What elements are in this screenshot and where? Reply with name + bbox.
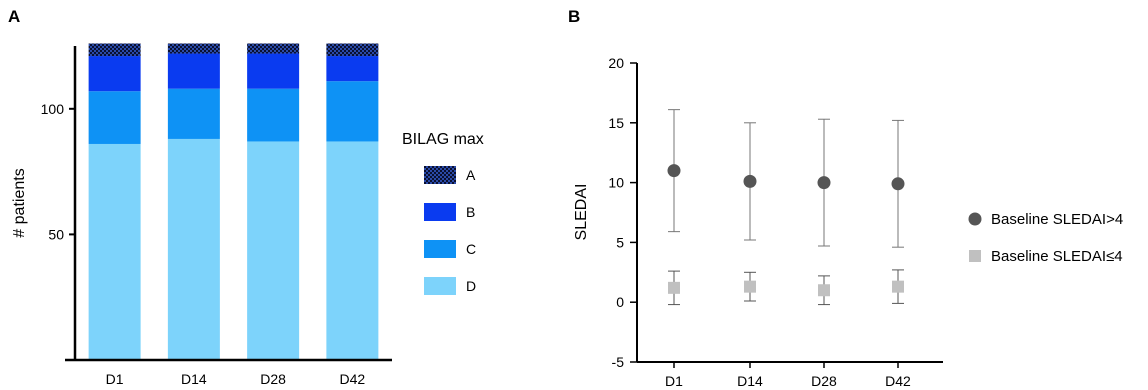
panel-b-y-ticks: -5 0 5 10 15 20 [608,55,637,370]
point-D42-baseline-gt4 [891,177,905,191]
point-D1-baseline-le4 [668,281,680,294]
panel-b-y-axis-title: SLEDAI [573,184,590,241]
bar-D42-C [326,81,379,142]
bar-D1-A [88,43,141,57]
bar-D1-B [88,56,141,92]
legend-swatch-B [424,203,456,221]
panel-a-y-axis-title: # patients [11,168,28,237]
y-tick-label-100: 100 [41,101,65,117]
legend-label-C: C [466,241,476,257]
point-D1-baseline-gt4 [667,164,681,178]
point-D28-baseline-le4 [818,284,830,297]
legend-marker-baseline-gt4 [968,212,982,226]
legend-label-baseline-gt4: Baseline SLEDAI>4 [991,211,1123,228]
panel-a-bars [88,43,379,360]
bar-D42-A [326,43,379,57]
y-tick-label--5: -5 [612,354,625,370]
point-D14-baseline-le4 [744,280,756,293]
x-tick-label-D28: D28 [811,373,837,389]
x-tick-label-D14: D14 [181,371,207,387]
legend-swatch-A [424,166,456,184]
panel-b-legend: Baseline SLEDAI>4 Baseline SLEDAI≤4 [968,211,1123,265]
bar-D42-D [326,141,379,360]
legend-swatch-D [424,277,456,295]
legend-swatch-C [424,240,456,258]
point-D28-baseline-gt4 [817,176,831,190]
panel-b-points [667,109,905,306]
panel-b-x-ticks: D1 D14 D28 D42 [665,362,911,389]
y-tick-label-5: 5 [616,234,624,250]
legend-label-baseline-le4: Baseline SLEDAI≤4 [991,248,1123,265]
legend-label-D: D [466,278,476,294]
bar-D28-A [247,43,300,54]
panel-a-letter: A [8,7,20,26]
bar-D14-A [167,43,220,54]
bar-D42-B [326,56,379,82]
bar-D14-C [167,88,220,139]
x-tick-label-D42: D42 [340,371,366,387]
point-D42-baseline-le4 [892,280,904,293]
bar-D1-D [88,143,141,360]
x-tick-label-D14: D14 [737,373,763,389]
legend-marker-baseline-le4 [969,250,981,262]
x-tick-label-D1: D1 [106,371,124,387]
legend-label-B: B [466,204,475,220]
y-tick-label-10: 10 [608,175,624,191]
panel-a-y-ticks: 50 100 [41,101,75,242]
legend-label-A: A [466,167,476,183]
x-tick-label-D28: D28 [260,371,286,387]
y-tick-label-0: 0 [616,294,624,310]
panel-a-legend-title: BILAG max [402,131,484,148]
point-D14-baseline-gt4 [743,174,757,188]
panel-a-legend: A B C D [424,166,476,295]
bar-D14-B [167,53,220,89]
panel-b-letter: B [568,7,580,26]
x-tick-label-D1: D1 [665,373,683,389]
y-tick-label-20: 20 [608,55,624,71]
bar-D28-D [247,141,300,360]
y-tick-label-15: 15 [608,115,624,131]
bar-D14-D [167,138,220,360]
x-tick-label-D42: D42 [885,373,911,389]
y-tick-label-50: 50 [48,226,64,242]
bar-D28-B [247,53,300,89]
bar-D1-C [88,91,141,144]
bar-D28-C [247,88,300,142]
panel-a-x-ticks: D1 D14 D28 D42 [106,371,366,387]
